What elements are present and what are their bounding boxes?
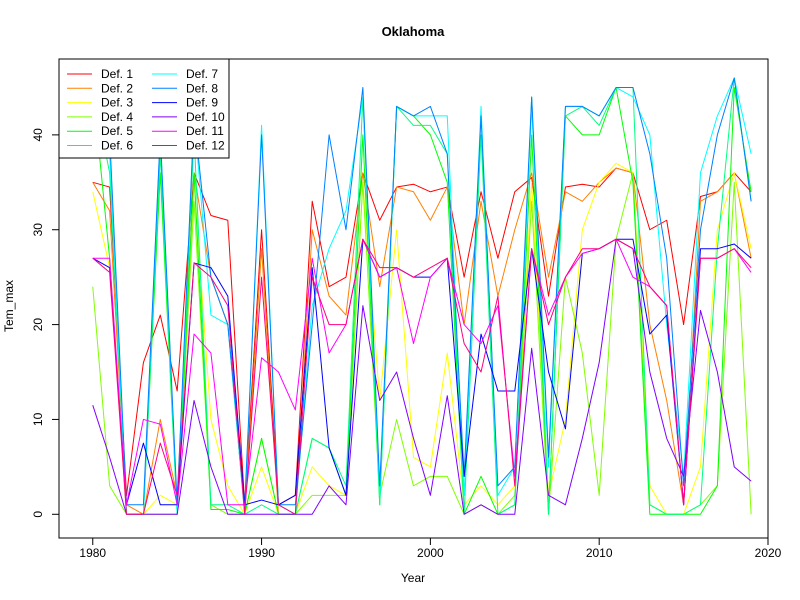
legend-label: Def. 8	[186, 81, 218, 95]
y-axis: 0 10 20 30 40	[31, 128, 60, 518]
x-tick-label: 1980	[79, 546, 106, 560]
legend-item: Def. 11	[152, 124, 224, 138]
series-line-11	[92, 238, 752, 506]
legend-item: Def. 4	[67, 110, 133, 124]
legend-item: Def. 9	[152, 96, 218, 110]
series-line-8	[92, 77, 752, 506]
y-axis-label: Tem_max	[2, 280, 16, 332]
legend-item: Def. 6	[67, 139, 133, 153]
series-line-2	[92, 167, 752, 515]
series-lines	[92, 77, 752, 515]
legend-box	[58, 58, 230, 159]
x-tick-label: 2010	[586, 546, 613, 560]
legend-label: Def. 10	[186, 110, 225, 124]
legend-item: Def. 3	[67, 96, 133, 110]
legend-item: Def. 12	[152, 139, 225, 153]
series-12	[92, 238, 752, 515]
y-tick-label: 20	[31, 318, 45, 332]
x-tick-label: 2020	[755, 546, 782, 560]
series-line-10	[92, 238, 752, 515]
legend-label: Def. 12	[186, 139, 225, 153]
legend-item: Def. 2	[67, 81, 133, 95]
y-tick-label: 40	[31, 128, 45, 142]
legend-label: Def. 1	[101, 67, 133, 81]
y-tick-label: 30	[31, 223, 45, 237]
series-line-9	[92, 238, 752, 506]
y-tick-label: 0	[31, 511, 45, 518]
series-line-7	[92, 77, 752, 515]
legend-label: Def. 5	[101, 124, 133, 138]
legend-label: Def. 7	[186, 67, 218, 81]
legend-item: Def. 7	[152, 67, 218, 81]
series-10	[92, 238, 752, 515]
legend-item: Def. 10	[152, 110, 225, 124]
legend-label: Def. 3	[101, 96, 133, 110]
legend-label: Def. 6	[101, 139, 133, 153]
legend-item: Def. 8	[152, 81, 218, 95]
y-tick-label: 10	[31, 412, 45, 426]
legend-label: Def. 9	[186, 96, 218, 110]
series-8	[92, 77, 752, 506]
x-tick-label: 2000	[417, 546, 444, 560]
x-axis-label: Year	[401, 571, 425, 585]
series-line-6	[92, 77, 752, 515]
legend-item: Def. 5	[67, 124, 133, 138]
legend-label: Def. 4	[101, 110, 133, 124]
legend-item: Def. 1	[67, 67, 133, 81]
x-tick-label: 1990	[248, 546, 275, 560]
series-line-12	[92, 238, 752, 515]
chart-title: Oklahoma	[382, 24, 446, 39]
legend-label: Def. 11	[186, 124, 224, 138]
legend-label: Def. 2	[101, 81, 133, 95]
x-axis: 1980 1990 2000 2010 2020	[79, 537, 782, 560]
